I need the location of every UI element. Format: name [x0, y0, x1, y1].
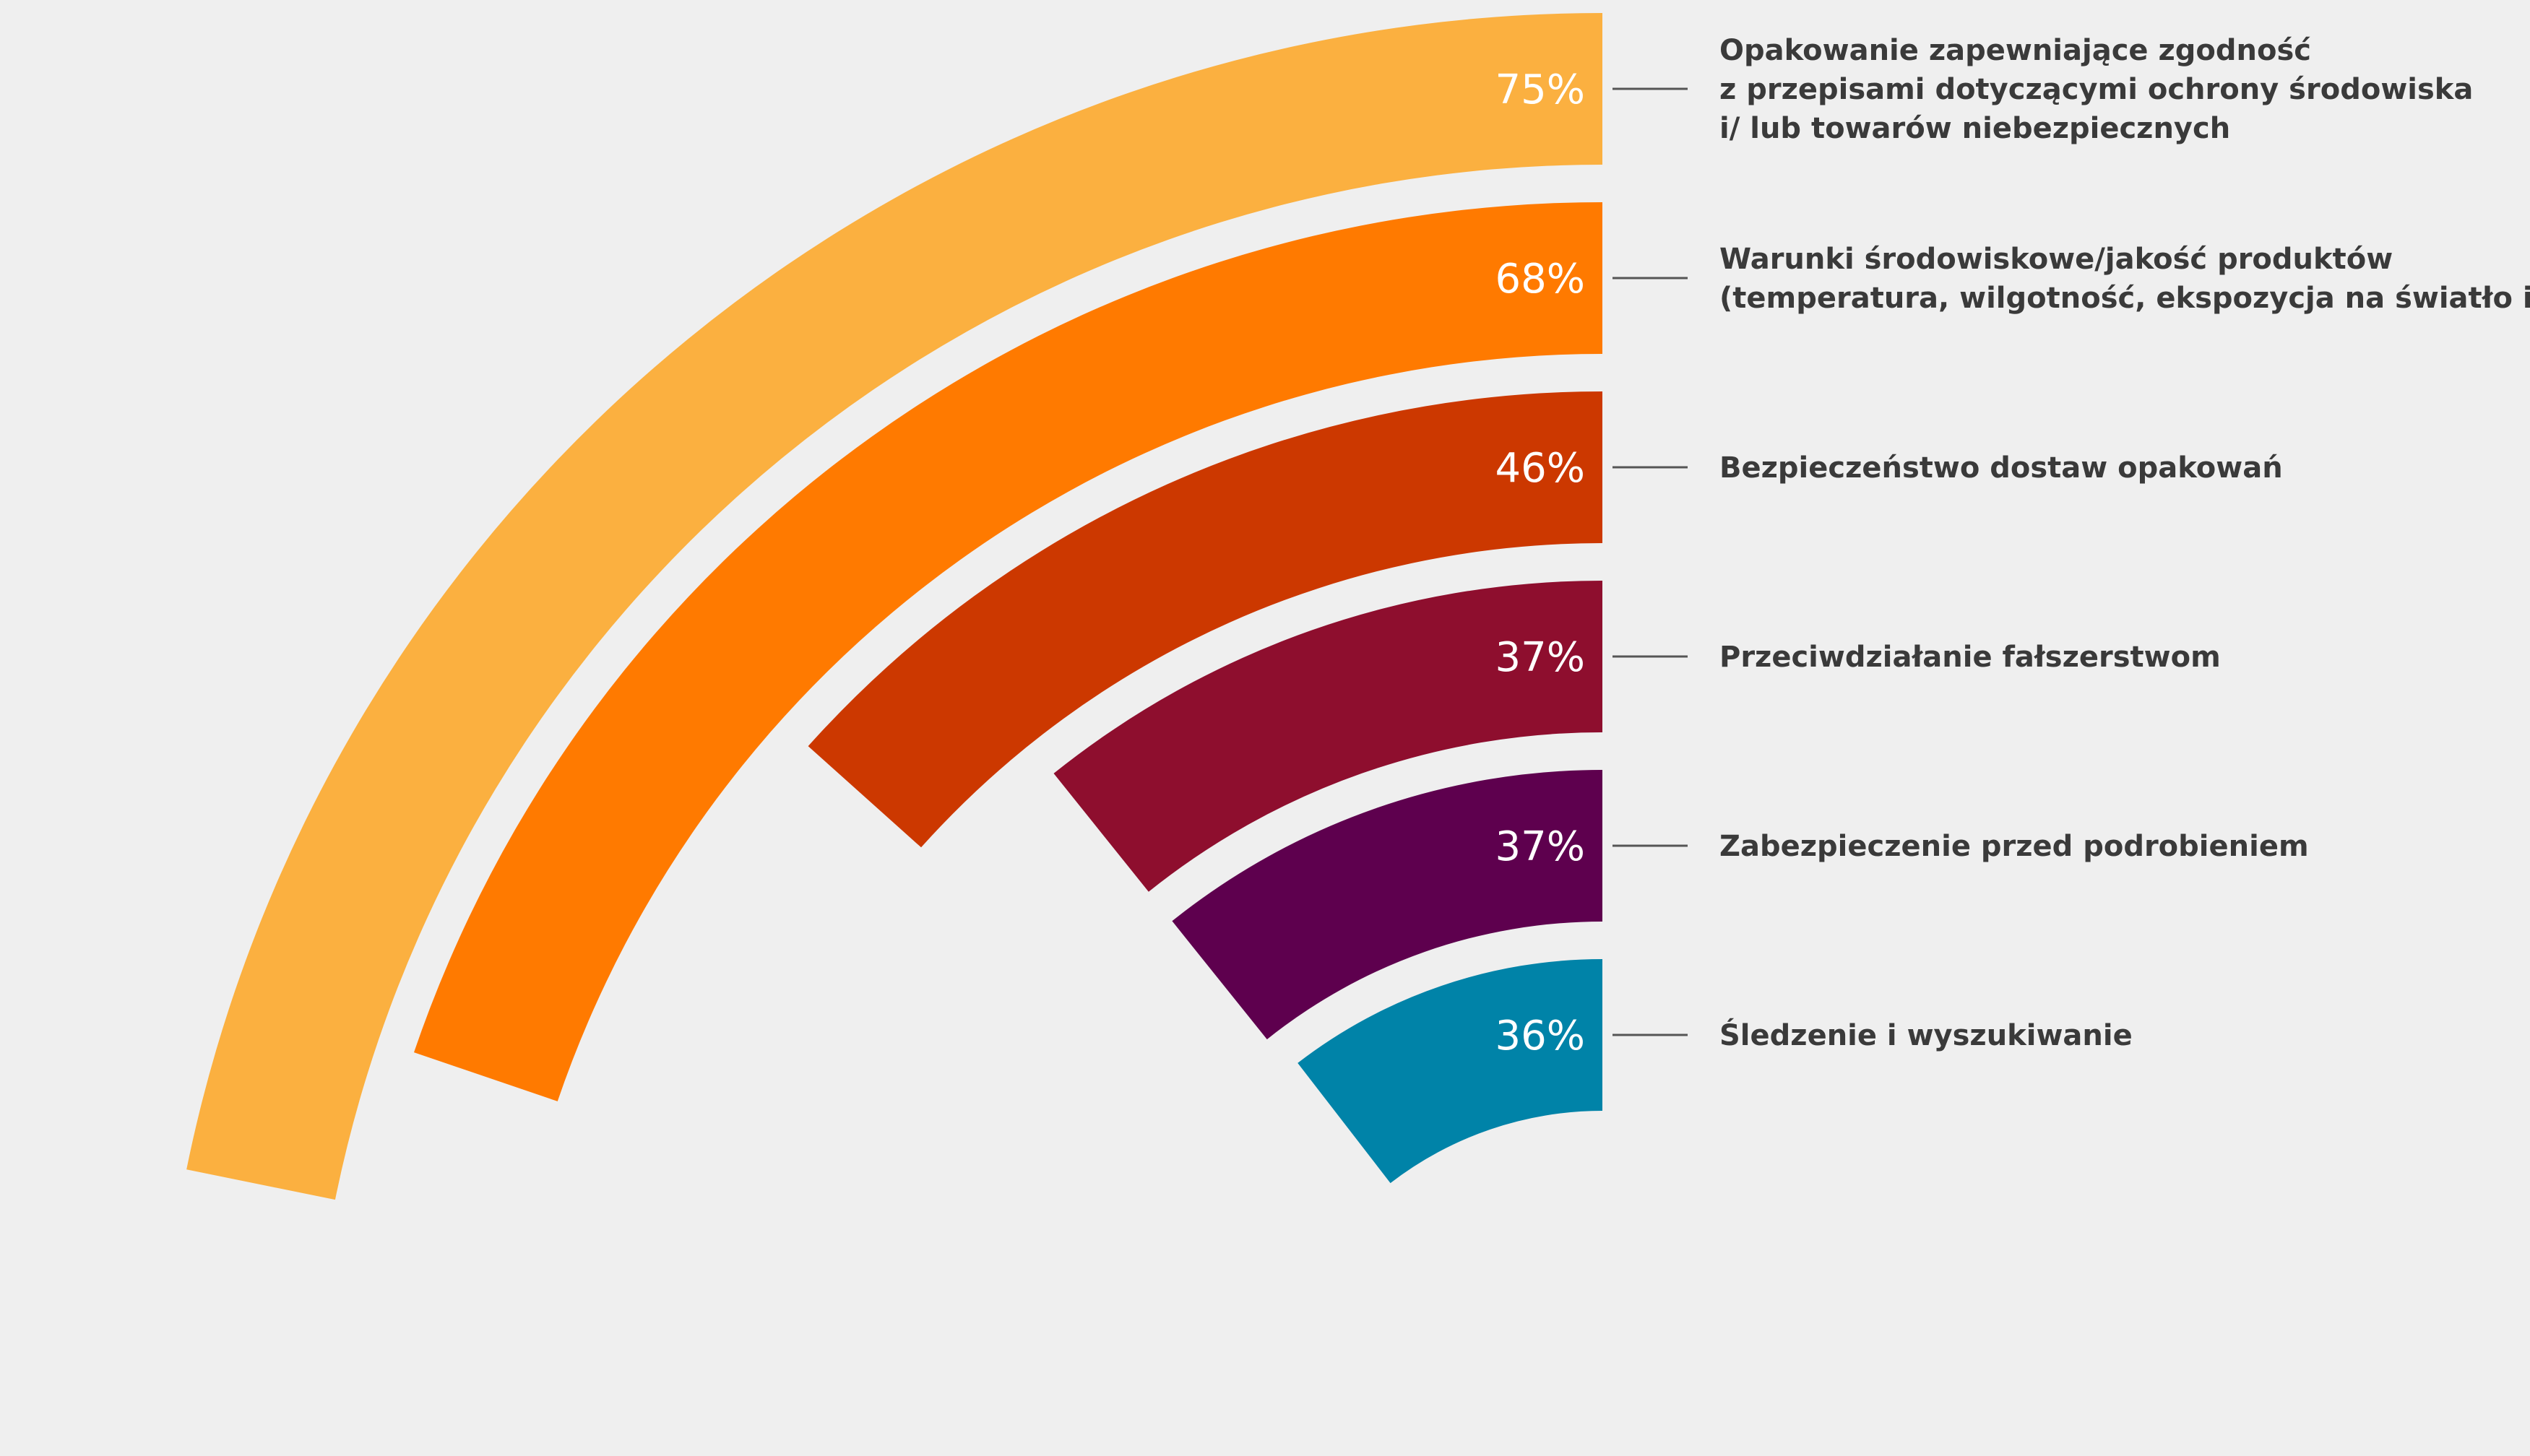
- category-label-5-line-1: Zabezpieczenie przed podrobieniem: [1719, 830, 2309, 863]
- category-label-2-line-1: Warunki środowiskowe/jakość produktów: [1719, 243, 2393, 276]
- value-label-4: 37%: [1495, 634, 1585, 681]
- category-label-1-line-3: i/ lub towarów niebezpiecznych: [1719, 112, 2230, 145]
- arc-bar-6: [1298, 959, 1602, 1184]
- arc-bar-4: [1053, 581, 1602, 892]
- labels: 75% Opakowanie zapewniające zgodność z prz…: [1495, 34, 2530, 1060]
- arc-bar-3: [808, 391, 1602, 848]
- value-label-5: 37%: [1495, 823, 1585, 870]
- category-label-1-line-1: Opakowanie zapewniające zgodność: [1719, 34, 2311, 67]
- arc-bars: [186, 13, 1603, 1200]
- arc-bar-1: [186, 13, 1602, 1200]
- category-label-1-line-2: z przepisami dotyczącymi ochrony środowi…: [1719, 73, 2473, 106]
- value-label-1: 75%: [1495, 66, 1585, 113]
- value-label-6: 36%: [1495, 1013, 1585, 1060]
- value-label-3: 46%: [1495, 445, 1585, 492]
- arc-bar-5: [1172, 770, 1602, 1040]
- category-label-2-line-2: (temperatura, wilgotność, ekspozycja na …: [1719, 282, 2530, 315]
- arc-bar-2: [413, 202, 1603, 1101]
- category-label-4-line-1: Przeciwdziałanie fałszerstwom: [1719, 641, 2221, 674]
- category-label-3-line-1: Bezpieczeństwo dostaw opakowań: [1719, 451, 2283, 485]
- value-label-2: 68%: [1495, 256, 1585, 303]
- category-label-6-line-1: Śledzenie i wyszukiwanie: [1719, 1018, 2133, 1052]
